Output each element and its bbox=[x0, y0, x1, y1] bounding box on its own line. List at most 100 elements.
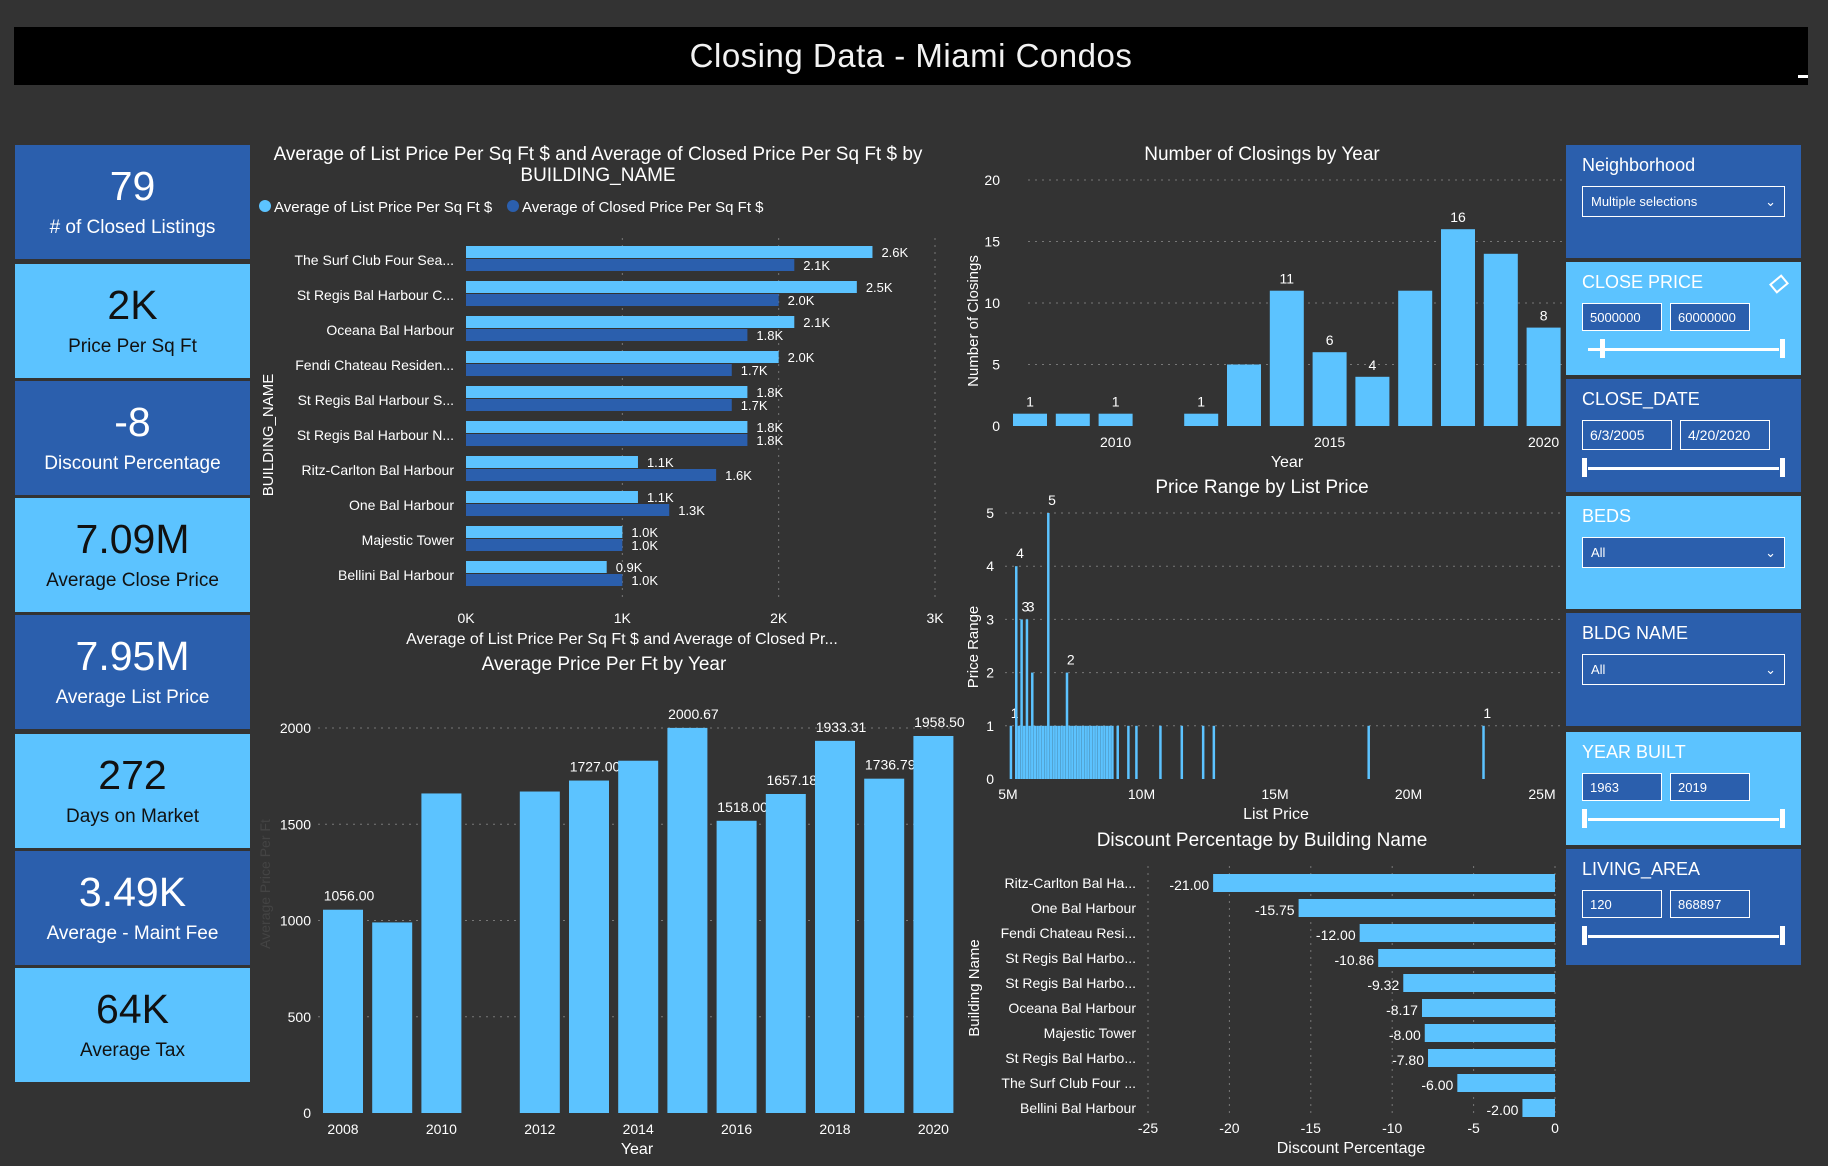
y-tick-label: 0 bbox=[986, 771, 994, 787]
data-label: 1 bbox=[1011, 705, 1019, 721]
data-label: 2.1K bbox=[803, 315, 830, 330]
bar bbox=[372, 922, 413, 1113]
category-label: Fendi Chateau Residen... bbox=[295, 357, 454, 373]
bar bbox=[1441, 229, 1475, 426]
beds-dropdown[interactable]: All ⌄ bbox=[1582, 537, 1785, 568]
bar bbox=[1057, 725, 1061, 779]
bar bbox=[466, 434, 748, 446]
slicer-title: Neighborhood bbox=[1582, 155, 1696, 175]
data-label: 1 bbox=[1197, 394, 1205, 410]
slider-min-handle[interactable] bbox=[1582, 458, 1587, 477]
bar bbox=[421, 793, 462, 1113]
category-label: St Regis Bal Harbo... bbox=[1005, 950, 1136, 966]
close-price-min-input[interactable]: 5000000 bbox=[1582, 303, 1662, 331]
category-label: St Regis Bal Harbour C... bbox=[297, 287, 454, 303]
bar bbox=[1084, 725, 1087, 779]
bar bbox=[1036, 725, 1039, 779]
slider-max-handle[interactable] bbox=[1780, 339, 1785, 358]
close-price-slider[interactable] bbox=[1582, 339, 1785, 358]
bar bbox=[466, 399, 732, 411]
bar bbox=[466, 561, 607, 573]
bar bbox=[466, 351, 779, 363]
kpi-value: 272 bbox=[98, 752, 167, 799]
living-area-max-input[interactable]: 868897 bbox=[1670, 890, 1750, 918]
x-axis-label: Year bbox=[1271, 454, 1304, 471]
bar bbox=[1424, 1024, 1555, 1042]
bar bbox=[1081, 725, 1085, 779]
slicer-title: YEAR BUILT bbox=[1582, 742, 1686, 762]
data-label: 1736.79 bbox=[865, 757, 916, 773]
bldg-name-dropdown[interactable]: All ⌄ bbox=[1582, 654, 1785, 685]
bar bbox=[1047, 513, 1050, 779]
bar bbox=[1065, 672, 1069, 779]
data-label: -8.00 bbox=[1389, 1027, 1421, 1043]
x-tick-label: 10M bbox=[1128, 786, 1155, 802]
living-area-min-input[interactable]: 120 bbox=[1582, 890, 1662, 918]
y-axis-label: BUILDING_NAME bbox=[260, 374, 277, 497]
bar bbox=[1060, 725, 1063, 779]
slider-min-handle[interactable] bbox=[1582, 809, 1587, 828]
neighborhood-dropdown[interactable]: Multiple selections ⌄ bbox=[1582, 186, 1785, 217]
bar bbox=[1355, 376, 1390, 426]
chart-title-line-1: Average of List Price Per Sq Ft $ and Av… bbox=[274, 144, 923, 165]
year-built-slider[interactable] bbox=[1582, 809, 1785, 828]
category-label: Fendi Chateau Resi... bbox=[1001, 925, 1136, 941]
bar bbox=[466, 491, 638, 503]
bar bbox=[1522, 1099, 1555, 1117]
slider-max-handle[interactable] bbox=[1780, 458, 1785, 477]
x-tick-label: 2020 bbox=[1528, 434, 1559, 450]
data-label: 1.6K bbox=[725, 468, 752, 483]
bar bbox=[1103, 725, 1106, 779]
slider-min-handle[interactable] bbox=[1600, 339, 1605, 358]
bar bbox=[1097, 725, 1101, 779]
data-label: 1.1K bbox=[647, 455, 674, 470]
data-label: -9.32 bbox=[1367, 977, 1399, 993]
bar bbox=[1028, 725, 1031, 779]
bar bbox=[323, 909, 363, 1113]
y-tick-label: 1 bbox=[986, 718, 994, 734]
slicer-close-price: CLOSE PRICE 5000000 60000000 bbox=[1566, 262, 1801, 375]
chevron-down-icon: ⌄ bbox=[1765, 661, 1776, 677]
slider-max-handle[interactable] bbox=[1780, 809, 1785, 828]
slider-track bbox=[1588, 935, 1779, 938]
bar bbox=[1089, 725, 1093, 779]
minimize-icon[interactable] bbox=[1798, 75, 1808, 78]
slider-min-handle[interactable] bbox=[1582, 926, 1587, 945]
data-label: 1.0K bbox=[631, 573, 658, 588]
kpi-value: 79 bbox=[109, 163, 156, 210]
y-tick-label: 1000 bbox=[280, 913, 311, 929]
data-label: 1 bbox=[1483, 705, 1491, 721]
bar bbox=[1020, 619, 1023, 779]
close-date-end-input[interactable]: 4/20/2020 bbox=[1680, 420, 1770, 450]
year-built-min-input[interactable]: 1963 bbox=[1582, 773, 1662, 801]
y-tick-label: 5 bbox=[986, 505, 994, 521]
data-label: 1657.18 bbox=[766, 772, 817, 788]
bar bbox=[1184, 413, 1219, 426]
chevron-down-icon: ⌄ bbox=[1765, 193, 1776, 209]
category-label: Oceana Bal Harbour bbox=[326, 322, 454, 338]
slider-max-handle[interactable] bbox=[1780, 926, 1785, 945]
kpi-value: 3.49K bbox=[78, 869, 187, 916]
close-price-max-input[interactable]: 60000000 bbox=[1670, 303, 1750, 331]
x-tick-label: 2014 bbox=[623, 1121, 654, 1137]
bar bbox=[1398, 290, 1433, 426]
x-tick-label: 15M bbox=[1261, 786, 1288, 802]
bar bbox=[1111, 725, 1114, 779]
bar bbox=[1092, 725, 1095, 779]
close-date-slider[interactable] bbox=[1582, 458, 1785, 477]
close-date-start-input[interactable]: 6/3/2005 bbox=[1582, 420, 1672, 450]
kpi-label: Average - Maint Fee bbox=[46, 922, 219, 944]
bar bbox=[466, 421, 748, 433]
x-tick-label: 2018 bbox=[819, 1121, 850, 1137]
bar bbox=[466, 329, 748, 341]
data-label: 0.9K bbox=[616, 560, 643, 575]
x-axis-label: Year bbox=[621, 1141, 654, 1158]
bar bbox=[466, 281, 857, 293]
chart-closings: Number of Closings by Year Number of Clo… bbox=[965, 144, 1562, 471]
year-built-max-input[interactable]: 2019 bbox=[1670, 773, 1750, 801]
bar bbox=[1031, 672, 1034, 779]
data-label: 2.6K bbox=[881, 245, 908, 260]
living-area-slider[interactable] bbox=[1582, 926, 1785, 945]
x-tick-label: 20M bbox=[1395, 786, 1422, 802]
x-tick-label: 25M bbox=[1528, 786, 1555, 802]
